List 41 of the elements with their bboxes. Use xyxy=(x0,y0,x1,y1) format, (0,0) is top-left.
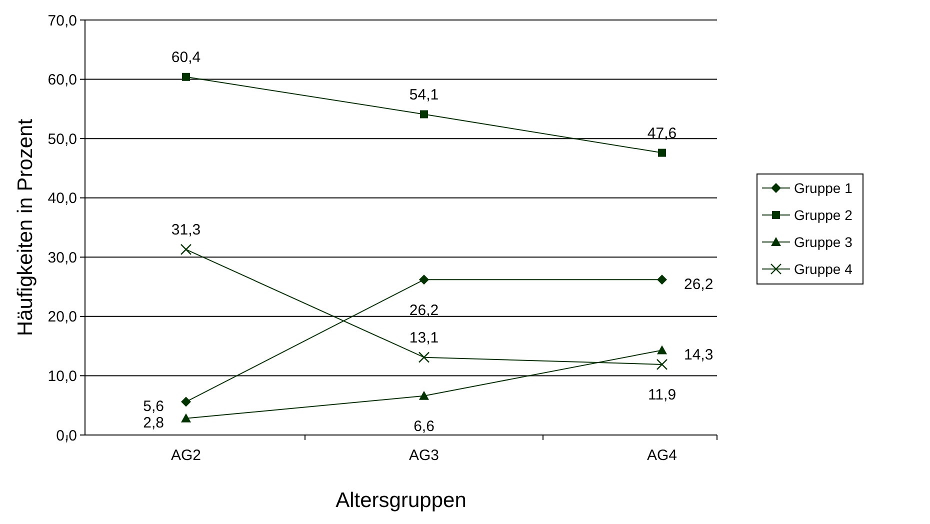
x-tick-label: AG2 xyxy=(170,447,202,464)
x-tick-label: AG4 xyxy=(646,447,678,464)
point xyxy=(418,352,430,363)
point xyxy=(180,244,192,256)
y-axis-title: Häufigkeiten in Prozent xyxy=(14,118,37,336)
point xyxy=(656,358,668,370)
legend-label: Gruppe 4 xyxy=(794,260,853,277)
data-label: 6,6 xyxy=(414,418,434,436)
point xyxy=(419,274,429,285)
y-tick-label: 40,0 xyxy=(48,190,77,208)
x-axis-title: Altersgruppen xyxy=(336,489,466,512)
y-tick-label: 60,0 xyxy=(48,72,77,89)
point xyxy=(181,413,191,422)
x-tick-label: AG3 xyxy=(408,447,440,464)
data-label: 26,2 xyxy=(409,302,439,319)
data-label: 54,1 xyxy=(409,86,439,104)
y-tick-label: 30,0 xyxy=(48,249,77,266)
legend-label: Gruppe 3 xyxy=(794,234,853,250)
y-tick-label: 20,0 xyxy=(48,308,77,326)
data-label: 2,8 xyxy=(143,414,164,432)
point xyxy=(419,390,429,400)
y-tick-label: 70,0 xyxy=(48,12,77,30)
data-label: 26,2 xyxy=(684,276,714,293)
legend-label: Gruppe 1 xyxy=(794,180,853,196)
point xyxy=(182,72,190,81)
data-label: 11,9 xyxy=(648,386,676,404)
point xyxy=(657,274,667,285)
data-label: 5,6 xyxy=(143,398,164,416)
point xyxy=(658,148,666,157)
data-label: 31,3 xyxy=(171,222,201,239)
point xyxy=(657,345,667,354)
data-label: 13,1 xyxy=(409,330,439,347)
point xyxy=(181,396,191,407)
data-label: 60,4 xyxy=(171,49,201,66)
y-tick-label: 50,0 xyxy=(48,130,77,148)
y-tick-label: 0,0 xyxy=(56,427,77,444)
point xyxy=(420,110,428,118)
y-tick-label: 10,0 xyxy=(48,368,77,385)
data-label: 47,6 xyxy=(647,125,677,142)
legend-label: Gruppe 2 xyxy=(794,206,853,223)
data-label: 14,3 xyxy=(684,346,714,364)
